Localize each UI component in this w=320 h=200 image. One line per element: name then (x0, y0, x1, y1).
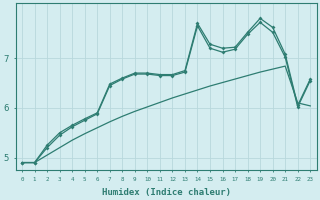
X-axis label: Humidex (Indice chaleur): Humidex (Indice chaleur) (102, 188, 231, 197)
